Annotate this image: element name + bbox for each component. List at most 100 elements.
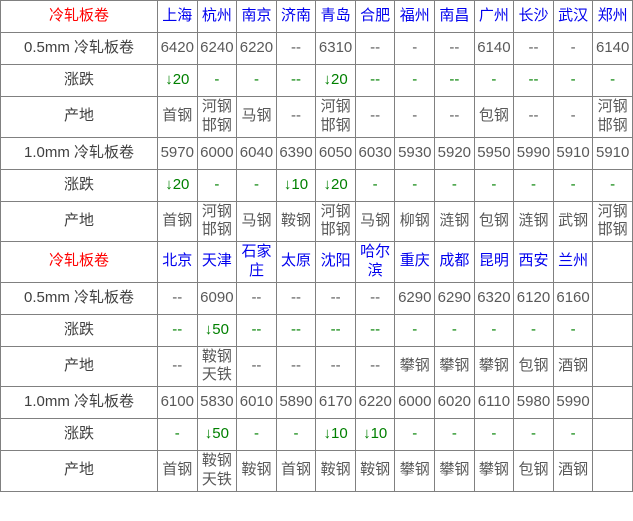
city-link[interactable]: 哈尔 滨 — [354, 241, 396, 283]
empty-cell — [592, 450, 633, 492]
change-cell: -- — [275, 313, 317, 347]
change-cell: ↓10 — [275, 168, 317, 202]
change-cell: ↓20 — [157, 168, 198, 202]
change-cell: - — [592, 64, 633, 97]
origin-cell: 鞍钢 天铁 — [196, 345, 238, 387]
change-cell: -- — [354, 64, 396, 97]
city-link[interactable]: 广州 — [473, 0, 515, 33]
change-cell: - — [473, 418, 515, 451]
city-link[interactable]: 兰州 — [552, 241, 594, 283]
price-cell: 5980 — [513, 386, 554, 419]
city-link[interactable]: 南昌 — [434, 0, 475, 33]
price-cell: 6020 — [434, 386, 475, 419]
origin-cell: -- — [513, 96, 554, 138]
city-link[interactable]: 沈阳 — [315, 241, 356, 283]
city-link[interactable]: 福州 — [394, 0, 436, 33]
price-cell: 5890 — [275, 386, 317, 419]
city-link[interactable]: 成都 — [434, 241, 475, 283]
change-cell: -- — [157, 313, 198, 347]
city-link[interactable]: 青岛 — [315, 0, 356, 33]
change-cell: ↓20 — [157, 64, 198, 97]
origin-cell: 攀钢 — [394, 450, 436, 492]
empty-header-cell — [592, 241, 633, 283]
price-cell: 6040 — [236, 136, 277, 170]
row-label: 1.0mm 冷轧板卷 — [0, 136, 158, 170]
city-link[interactable]: 长沙 — [513, 0, 554, 33]
price-cell: 5990 — [513, 136, 554, 170]
city-link[interactable]: 济南 — [275, 0, 317, 33]
change-cell: - — [552, 418, 594, 451]
city-link[interactable]: 西安 — [513, 241, 554, 283]
price-cell: 6030 — [354, 136, 396, 170]
change-cell: - — [354, 168, 396, 202]
city-link[interactable]: 北京 — [157, 241, 198, 283]
price-cell: 6000 — [394, 386, 436, 419]
city-link[interactable]: 石家 庄 — [236, 241, 277, 283]
price-cell: 6050 — [315, 136, 356, 170]
change-cell: ↓50 — [196, 418, 238, 451]
origin-cell: 包钢 — [473, 96, 515, 138]
city-link[interactable]: 武汉 — [552, 0, 594, 33]
section-title: 冷轧板卷 — [0, 0, 158, 33]
change-cell: - — [473, 313, 515, 347]
change-cell: -- — [354, 313, 396, 347]
origin-cell: 河钢 邯钢 — [196, 200, 238, 242]
change-cell: - — [394, 168, 436, 202]
origin-cell: 包钢 — [513, 345, 554, 387]
origin-cell: 鞍钢 — [236, 450, 277, 492]
row-label: 产地 — [0, 450, 158, 492]
origin-cell: 鞍钢 — [275, 200, 317, 242]
origin-cell: 鞍钢 — [315, 450, 356, 492]
origin-cell: 首钢 — [157, 450, 198, 492]
city-link[interactable]: 合肥 — [354, 0, 396, 33]
price-cell: 6110 — [473, 386, 515, 419]
origin-cell: -- — [236, 345, 277, 387]
origin-cell: -- — [275, 96, 317, 138]
price-cell: 5990 — [552, 386, 594, 419]
city-link[interactable]: 南京 — [236, 0, 277, 33]
price-cell: 5910 — [552, 136, 594, 170]
city-link[interactable]: 天津 — [196, 241, 238, 283]
city-link[interactable]: 太原 — [275, 241, 317, 283]
origin-cell: 首钢 — [157, 96, 198, 138]
row-label: 涨跌 — [0, 64, 158, 97]
price-cell: -- — [275, 32, 317, 65]
city-link[interactable]: 杭州 — [196, 0, 238, 33]
change-cell: ↓20 — [315, 168, 356, 202]
origin-cell: 河钢 邯钢 — [592, 96, 633, 138]
row-label: 涨跌 — [0, 418, 158, 451]
origin-row: 产地 首钢 鞍钢 天铁 鞍钢 首钢 鞍钢 鞍钢 攀钢 攀钢 攀钢 包钢 酒钢 — [0, 450, 633, 492]
city-link[interactable]: 重庆 — [394, 241, 436, 283]
change-cell: ↓50 — [196, 313, 238, 347]
change-cell: - — [552, 168, 594, 202]
price-row: 0.5mm 冷轧板卷 6420 6240 6220 -- 6310 -- - -- 6140 -- -… — [0, 32, 633, 65]
origin-cell: 攀钢 — [394, 345, 436, 387]
price-cell: 6290 — [434, 281, 475, 315]
change-row: 涨跌 -- ↓50 -- -- -- -- - - - - - — [0, 313, 633, 347]
price-cell: 6140 — [592, 32, 633, 65]
change-cell: - — [552, 313, 594, 347]
city-link[interactable]: 昆明 — [473, 241, 515, 283]
origin-cell: 河钢 邯钢 — [315, 200, 356, 242]
origin-cell: 涟钢 — [513, 200, 554, 242]
empty-cell — [592, 386, 633, 419]
change-cell: - — [157, 418, 198, 451]
change-cell: - — [236, 168, 277, 202]
origin-row: 产地 -- 鞍钢 天铁 -- -- -- -- 攀钢 攀钢 攀钢 包钢 酒钢 — [0, 345, 633, 387]
city-link[interactable]: 郑州 — [592, 0, 633, 33]
price-cell: - — [552, 32, 594, 65]
price-cell: 6320 — [473, 281, 515, 315]
change-cell: -- — [434, 64, 475, 97]
origin-cell: - — [394, 96, 436, 138]
change-cell: - — [513, 313, 554, 347]
price-cell: -- — [275, 281, 317, 315]
price-cell: -- — [434, 32, 475, 65]
price-cell: 5970 — [157, 136, 198, 170]
origin-cell: 鞍钢 天铁 — [196, 450, 238, 492]
price-cell: 6140 — [473, 32, 515, 65]
city-link[interactable]: 上海 — [157, 0, 198, 33]
price-cell: 5910 — [592, 136, 633, 170]
price-cell: 6090 — [196, 281, 238, 315]
change-cell: ↓10 — [315, 418, 356, 451]
change-cell: - — [434, 418, 475, 451]
